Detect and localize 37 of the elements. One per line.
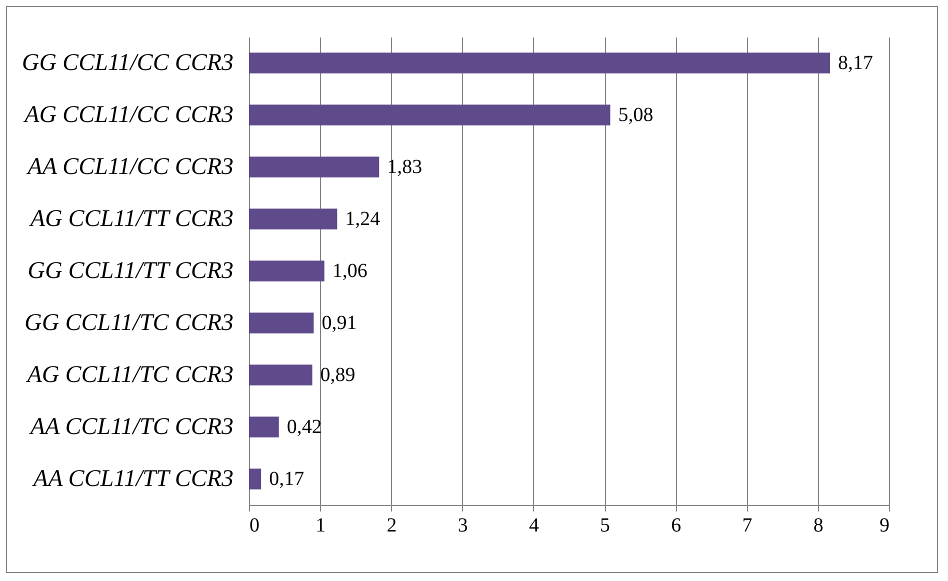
data-label: 5,08 bbox=[618, 104, 654, 126]
bar bbox=[249, 208, 338, 230]
x-tick-label: 5 bbox=[600, 514, 610, 536]
x-tick-label: 3 bbox=[458, 514, 468, 536]
data-label: 0,89 bbox=[320, 364, 356, 386]
y-tick-label: AG CCL11/TT CCR3 bbox=[28, 206, 234, 232]
data-label: 0,42 bbox=[286, 416, 322, 438]
data-label: 0,17 bbox=[269, 468, 304, 490]
data-label: 1,24 bbox=[345, 208, 380, 230]
y-tick-label: GG CCL11/TT CCR3 bbox=[28, 258, 234, 284]
x-tick-label: 2 bbox=[386, 514, 397, 536]
x-tick-label: 1 bbox=[316, 514, 326, 536]
x-tick-label: 7 bbox=[742, 514, 752, 536]
y-tick-label: GG CCL11/CC CCR3 bbox=[22, 50, 234, 76]
bar bbox=[249, 416, 279, 438]
bar bbox=[249, 52, 830, 74]
y-tick-label: AG CCL11/TC CCR3 bbox=[25, 362, 234, 388]
x-tick-label: 6 bbox=[671, 514, 682, 536]
x-tick-label: 4 bbox=[528, 514, 539, 536]
bar bbox=[249, 468, 262, 490]
x-tick-label: 0 bbox=[250, 514, 260, 536]
bar bbox=[249, 312, 314, 334]
x-tick-label: 8 bbox=[813, 514, 824, 536]
x-tick-label: 9 bbox=[880, 514, 890, 536]
data-label: 1,83 bbox=[387, 156, 422, 178]
data-label: 8,17 bbox=[838, 52, 873, 74]
bar bbox=[249, 156, 380, 178]
y-tick-label: AA CCL11/TC CCR3 bbox=[28, 414, 234, 440]
bar bbox=[249, 364, 312, 386]
y-tick-label: GG CCL11/TC CCR3 bbox=[24, 310, 234, 336]
y-tick-label: AA CCL11/CC CCR3 bbox=[26, 154, 234, 180]
bar bbox=[249, 260, 324, 282]
data-label: 0,91 bbox=[322, 312, 357, 334]
y-tick-label: AG CCL11/CC CCR3 bbox=[22, 102, 234, 128]
bar bbox=[249, 104, 610, 126]
data-label: 1,06 bbox=[332, 260, 368, 282]
y-tick-label: AA CCL11/TT CCR3 bbox=[31, 466, 234, 492]
